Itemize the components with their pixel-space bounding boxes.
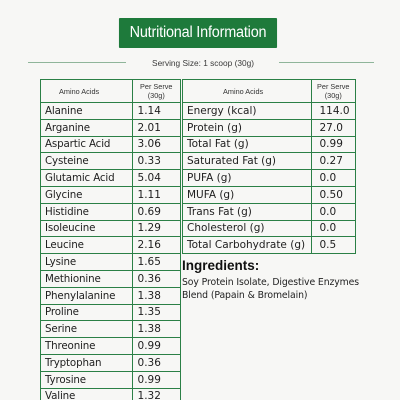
amino-header-name: Amino Acids [40,79,133,103]
row-value: 0.99 [131,337,182,355]
row-value: 0.69 [131,202,182,221]
row-name: Valine [40,387,133,400]
row-name: Total Carbohydrate (g) [182,236,312,255]
table-row: PUFA (g) 0.0 [182,169,356,187]
table-row: MUFA (g) 0.50 [182,185,356,204]
row-value: 0.99 [310,135,356,154]
row-value: 1.32 [131,387,182,400]
table-row: Energy (kcal) 114.0 [182,102,356,120]
table-row: Serine 1.38 [40,320,182,339]
row-value: 0.0 [310,169,356,187]
nutrition-header-name: Amino Acids [182,79,312,103]
row-name: Arganine [40,118,133,137]
row-value: 3.06 [131,135,182,154]
table-row: Arganine 2.01 [40,118,182,137]
row-value: 0.0 [310,219,356,238]
table-row: Histidine 0.69 [40,202,182,221]
row-name: Isoleucine [40,219,133,238]
row-name: Proline [40,303,133,322]
row-value: 5.04 [131,169,182,187]
row-value: 1.29 [131,219,182,238]
row-name: Threonine [40,337,133,355]
row-name: Glutamic Acid [40,169,133,187]
row-value: 0.27 [310,152,356,171]
table-row: Leucine 2.16 [40,236,182,255]
serving-divider-right [279,62,374,63]
row-name: Tryptophan [40,353,133,372]
row-value: 0.36 [131,353,182,372]
nutrition-table-header: Amino Acids Per Serve (30g) [182,79,356,103]
table-row: Tryptophan 0.36 [40,353,182,372]
row-name: Alanine [40,102,133,120]
row-value: 0.36 [131,269,182,288]
row-value: 1.35 [131,303,182,322]
row-name: Cysteine [40,152,133,171]
table-row: Phenylalanine 1.38 [40,286,182,305]
serving-divider-left [28,62,126,63]
row-value: 0.33 [131,152,182,171]
row-name: Trans Fat (g) [182,202,312,221]
table-row: Alanine 1.14 [40,102,182,120]
row-name: Glycine [40,185,133,204]
table-row: Proline 1.35 [40,303,182,322]
table-row: Glutamic Acid 5.04 [40,169,182,187]
table-row: Valine 1.32 [40,387,182,400]
table-row: Total Fat (g) 0.99 [182,135,356,154]
row-value: 0.0 [310,202,356,221]
row-value: 1.65 [131,253,182,271]
row-name: MUFA (g) [182,185,312,204]
table-row: Methionine 0.36 [40,269,182,288]
row-value: 1.14 [131,102,182,120]
table-row: Lysine 1.65 [40,253,182,271]
nutrition-table: Amino Acids Per Serve (30g) Energy (kcal… [182,79,356,255]
table-row: Aspartic Acid 3.06 [40,135,182,154]
table-row: Saturated Fat (g) 0.27 [182,152,356,171]
table-row: Tyrosine 0.99 [40,370,182,389]
row-value: 2.01 [131,118,182,137]
table-row: Total Carbohydrate (g) 0.5 [182,236,356,255]
row-value: 2.16 [131,236,182,255]
row-value: 0.50 [310,185,356,204]
row-name: Cholesterol (g) [182,219,312,238]
row-name: Methionine [40,269,133,288]
row-name: Tyrosine [40,370,133,389]
amino-acids-table: Amino Acids Per Serve (30g) Alanine 1.14 A… [40,79,182,400]
row-name: PUFA (g) [182,169,312,187]
row-value: 0.5 [310,236,356,255]
table-row: Cholesterol (g) 0.0 [182,219,356,238]
row-value: 1.11 [131,185,182,204]
row-value: 1.38 [131,320,182,339]
row-value: 0.99 [131,370,182,389]
row-name: Histidine [40,202,133,221]
row-value: 114.0 [310,102,356,120]
row-name: Serine [40,320,133,339]
serving-size-row: Serving Size: 1 scoop (30g) [0,55,400,71]
row-name: Aspartic Acid [40,135,133,154]
table-row: Cysteine 0.33 [40,152,182,171]
table-row: Glycine 1.11 [40,185,182,204]
row-value: 1.38 [131,286,182,305]
ingredients-text: Soy Protein Isolate, Digestive Enzymes B… [182,277,359,301]
amino-table-header: Amino Acids Per Serve (30g) [40,79,182,103]
table-row: Threonine 0.99 [40,337,182,355]
row-name: Saturated Fat (g) [182,152,312,171]
row-name: Phenylalanine [40,286,133,305]
row-name: Protein (g) [182,118,312,137]
row-name: Lysine [40,253,133,271]
serving-size-label: Serving Size: 1 scoop (30g) [152,58,254,68]
ingredients-heading: Ingredients: [182,258,260,273]
nutrition-header-value: Per Serve (30g) [310,79,356,103]
table-row: Trans Fat (g) 0.0 [182,202,356,221]
table-row: Protein (g) 27.0 [182,118,356,137]
row-name: Leucine [40,236,133,255]
row-value: 27.0 [310,118,356,137]
row-name: Total Fat (g) [182,135,312,154]
row-name: Energy (kcal) [182,102,312,120]
page-title: Nutritional Information [118,18,278,48]
amino-header-value: Per Serve (30g) [131,79,182,103]
table-row: Isoleucine 1.29 [40,219,182,238]
